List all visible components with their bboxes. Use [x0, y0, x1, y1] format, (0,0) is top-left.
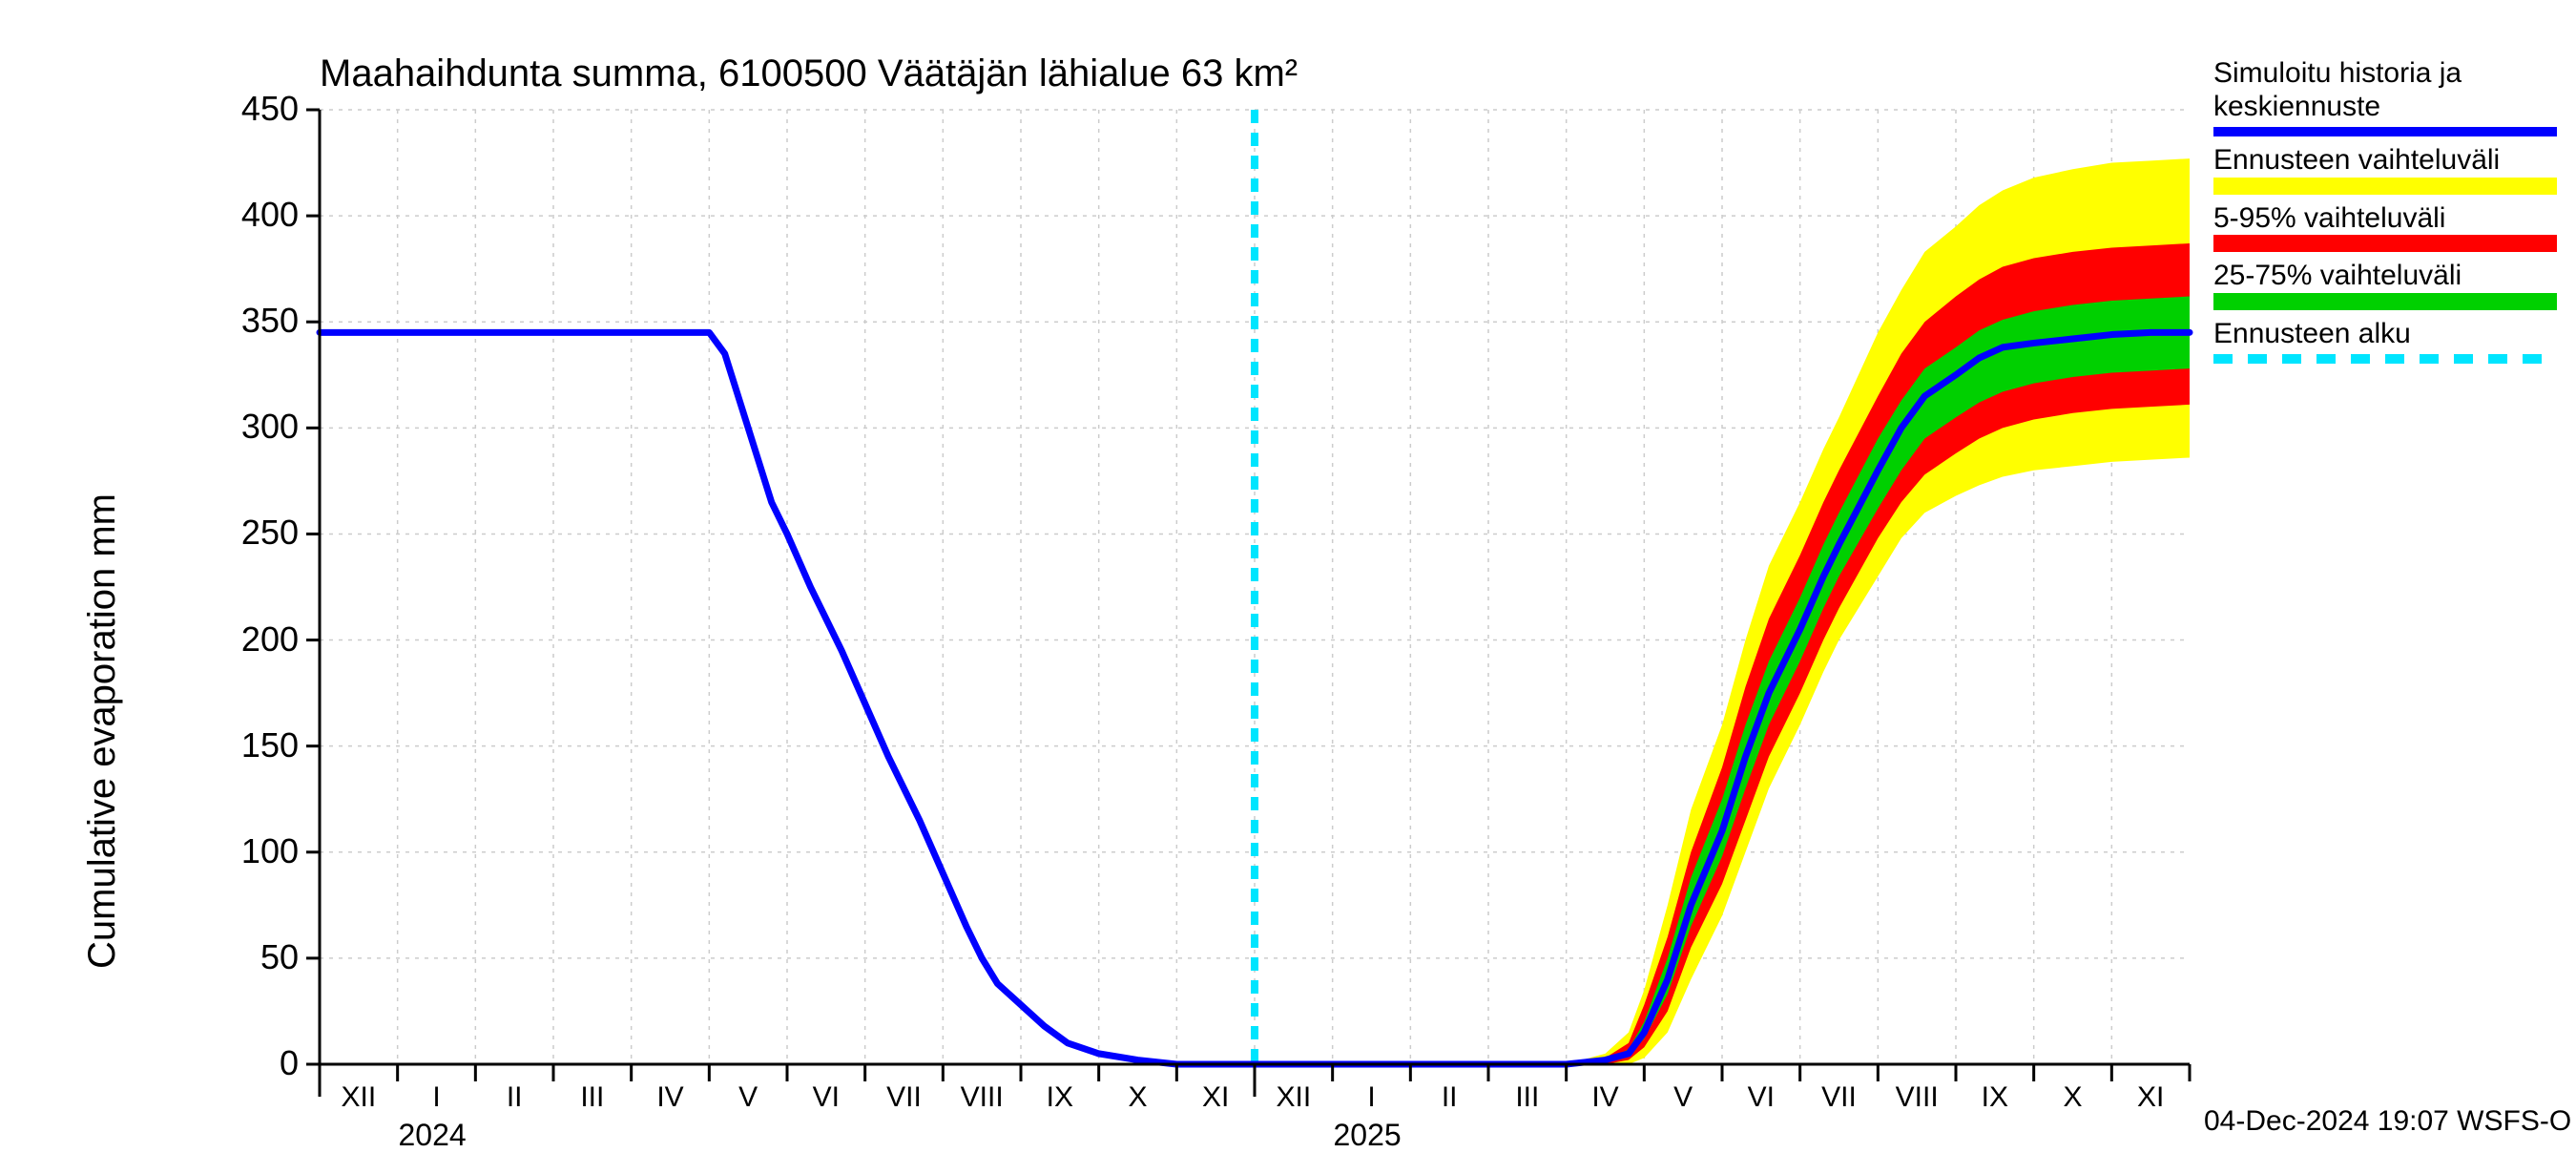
x-month-label: X: [1128, 1081, 1147, 1114]
x-month-label: IX: [1047, 1081, 1073, 1114]
chart-plot: [0, 0, 2576, 1145]
legend-text: Ennusteen alku: [2213, 318, 2557, 351]
chart-page: Maahaihdunta summa, 6100500 Väätäjän läh…: [0, 0, 2576, 1145]
x-month-label: IX: [1982, 1081, 2008, 1114]
x-month-label: VIII: [1896, 1081, 1939, 1114]
axes: [306, 110, 2190, 1097]
x-month-label: VI: [1748, 1081, 1775, 1114]
x-month-label: III: [1515, 1081, 1539, 1114]
legend-item: 5-95% vaihteluväli: [2213, 202, 2557, 253]
y-tick-label: 450: [194, 89, 299, 129]
x-month-label: II: [507, 1081, 523, 1114]
x-month-label: I: [432, 1081, 440, 1114]
legend-text: Simuloitu historia ja: [2213, 57, 2557, 91]
y-tick-label: 150: [194, 725, 299, 765]
x-month-label: III: [580, 1081, 604, 1114]
x-month-label: VII: [886, 1081, 922, 1114]
legend-text: Ennusteen vaihteluväli: [2213, 144, 2557, 178]
legend-text: 25-75% vaihteluväli: [2213, 260, 2557, 293]
x-month-label: XII: [1276, 1081, 1311, 1114]
x-month-label: XI: [1202, 1081, 1229, 1114]
legend-sample: [2213, 354, 2557, 364]
legend-sample: [2213, 293, 2557, 310]
x-month-label: VII: [1821, 1081, 1857, 1114]
legend-item: Ennusteen alku: [2213, 318, 2557, 365]
y-tick-label: 350: [194, 301, 299, 341]
legend: Simuloitu historia jakeskiennuste Ennuste…: [2213, 57, 2557, 371]
legend-text: 5-95% vaihteluväli: [2213, 202, 2557, 236]
x-year-label: 2025: [1334, 1118, 1402, 1153]
x-month-label: V: [738, 1081, 758, 1114]
x-month-label: IV: [1591, 1081, 1618, 1114]
x-month-label: XII: [341, 1081, 376, 1114]
y-tick-label: 0: [194, 1043, 299, 1083]
footer-timestamp: 04-Dec-2024 19:07 WSFS-O: [2204, 1105, 2571, 1138]
x-month-label: I: [1367, 1081, 1375, 1114]
legend-sample: [2213, 178, 2557, 195]
legend-item: Simuloitu historia jakeskiennuste: [2213, 57, 2557, 136]
x-month-label: V: [1673, 1081, 1693, 1114]
y-tick-label: 200: [194, 619, 299, 660]
y-tick-label: 400: [194, 195, 299, 235]
x-month-label: IV: [656, 1081, 683, 1114]
y-tick-label: 250: [194, 513, 299, 553]
legend-item: Ennusteen vaihteluväli: [2213, 144, 2557, 195]
y-tick-label: 100: [194, 831, 299, 871]
y-tick-label: 50: [194, 937, 299, 977]
x-month-label: VIII: [961, 1081, 1004, 1114]
x-month-label: II: [1442, 1081, 1458, 1114]
x-month-label: X: [2063, 1081, 2082, 1114]
legend-sample: [2213, 127, 2557, 136]
legend-sample: [2213, 235, 2557, 252]
legend-text: keskiennuste: [2213, 91, 2557, 124]
x-month-label: VI: [813, 1081, 840, 1114]
y-tick-label: 300: [194, 407, 299, 447]
x-year-label: 2024: [399, 1118, 467, 1153]
legend-item: 25-75% vaihteluväli: [2213, 260, 2557, 310]
x-month-label: XI: [2137, 1081, 2164, 1114]
